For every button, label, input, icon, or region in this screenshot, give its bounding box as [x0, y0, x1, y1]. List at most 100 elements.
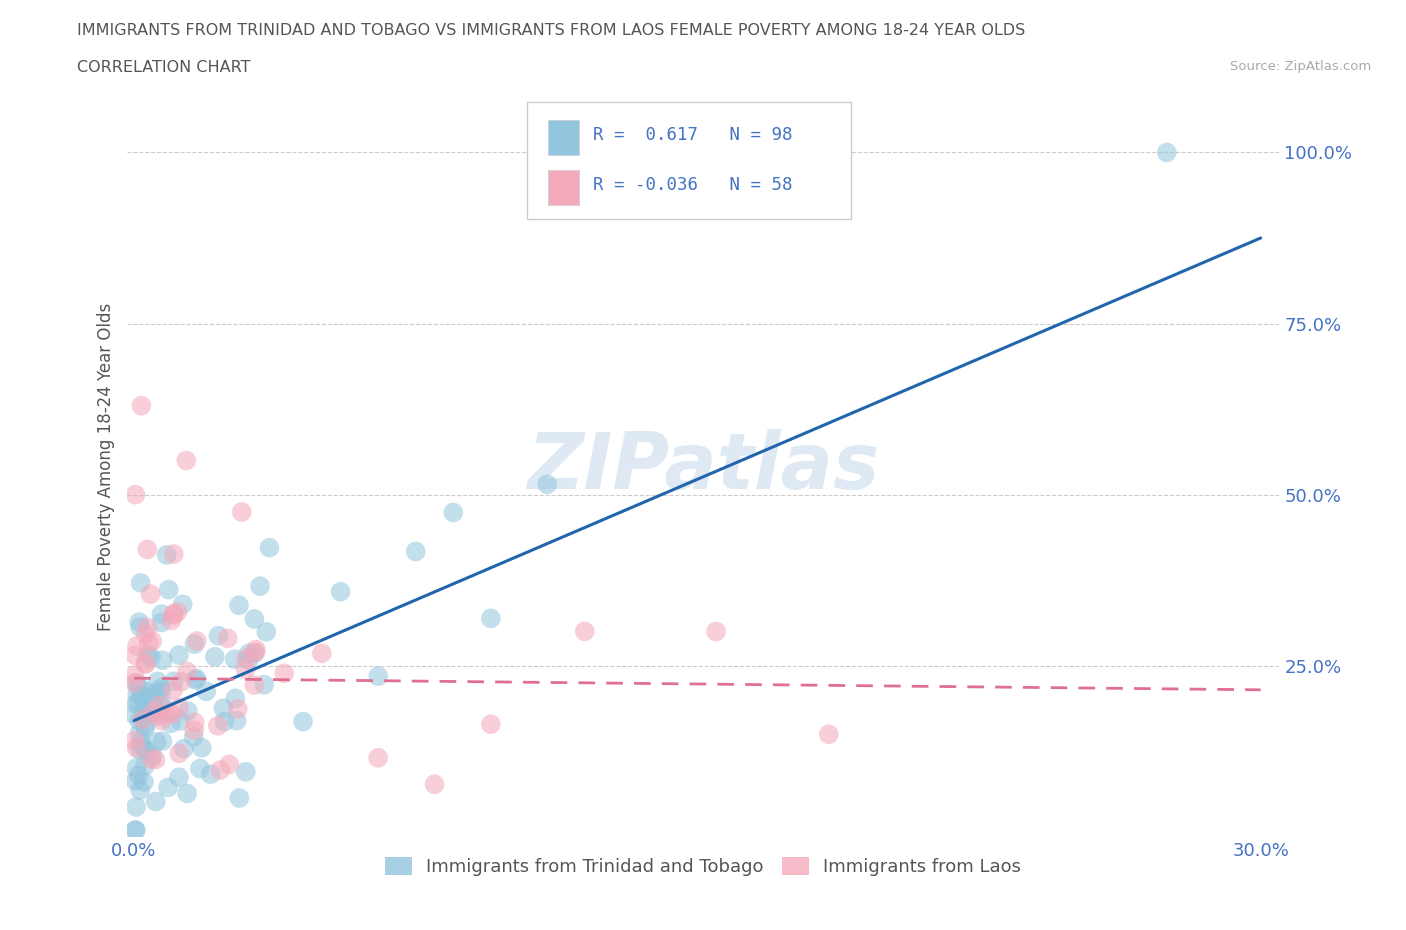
Point [218, 757, 240, 772]
Point [243, 612, 266, 627]
Point [186, 633, 208, 648]
Point [143, 709, 166, 724]
Point [129, 782, 152, 797]
Point [367, 669, 389, 684]
Point [209, 763, 232, 777]
Text: ZIPatlas: ZIPatlas [527, 430, 879, 505]
Point [184, 715, 207, 730]
Point [536, 477, 558, 492]
Point [166, 604, 188, 619]
Point [167, 647, 190, 662]
Point [176, 786, 198, 801]
Point [124, 733, 146, 748]
Point [145, 794, 167, 809]
Text: R = -0.036   N = 58: R = -0.036 N = 58 [593, 176, 793, 194]
Point [125, 761, 148, 776]
Point [132, 775, 155, 790]
Point [152, 734, 174, 749]
Point [128, 768, 150, 783]
Point [238, 653, 260, 668]
Point [132, 712, 155, 727]
Point [249, 578, 271, 593]
Point [128, 615, 150, 630]
Point [139, 587, 162, 602]
Point [150, 684, 173, 698]
Point [173, 741, 195, 756]
Text: IMMIGRANTS FROM TRINIDAD AND TOBAGO VS IMMIGRANTS FROM LAOS FEMALE POVERTY AMONG: IMMIGRANTS FROM TRINIDAD AND TOBAGO VS I… [77, 23, 1025, 38]
Point [704, 624, 727, 639]
Point [124, 648, 146, 663]
Point [183, 637, 205, 652]
Point [195, 684, 218, 698]
Point [127, 687, 149, 702]
Point [139, 649, 162, 664]
Point [141, 633, 163, 648]
Point [128, 725, 150, 740]
Point [150, 709, 173, 724]
Point [132, 706, 155, 721]
Point [226, 701, 249, 716]
Point [129, 688, 152, 703]
Point [259, 540, 281, 555]
Point [162, 606, 184, 621]
Point [145, 735, 167, 750]
Point [134, 720, 156, 735]
Point [176, 664, 198, 679]
Point [207, 629, 229, 644]
Point [142, 691, 165, 706]
Point [441, 505, 464, 520]
Point [136, 647, 159, 662]
Point [367, 751, 389, 765]
Point [273, 666, 295, 681]
Point [167, 746, 190, 761]
Point [160, 716, 183, 731]
Point [125, 639, 148, 654]
Point [134, 657, 156, 671]
Point [150, 680, 173, 695]
Point [129, 735, 152, 750]
Point [217, 631, 239, 645]
Point [163, 547, 186, 562]
Point [146, 705, 169, 720]
Point [174, 453, 197, 468]
Point [160, 613, 183, 628]
Point [167, 700, 190, 715]
Point [405, 544, 427, 559]
Point [143, 704, 166, 719]
Point [235, 764, 257, 779]
Point [163, 607, 186, 622]
Point [125, 823, 148, 838]
Text: R =  0.617   N = 98: R = 0.617 N = 98 [593, 126, 793, 144]
Point [157, 706, 180, 721]
Point [225, 713, 247, 728]
Point [231, 505, 253, 520]
Point [125, 800, 148, 815]
Point [128, 680, 150, 695]
Point [479, 717, 502, 732]
Point [135, 743, 157, 758]
Point [183, 729, 205, 744]
Point [141, 749, 163, 764]
Point [128, 713, 150, 728]
Point [124, 675, 146, 690]
Point [235, 662, 257, 677]
Point [150, 701, 173, 716]
Point [136, 620, 159, 635]
Point [200, 766, 222, 781]
Point [129, 619, 152, 634]
Point [170, 674, 193, 689]
Point [254, 624, 277, 639]
Point [311, 645, 333, 660]
Point [157, 780, 180, 795]
Point [150, 713, 173, 728]
Point [124, 697, 146, 711]
Point [253, 677, 276, 692]
Point [169, 713, 191, 728]
Point [238, 646, 260, 661]
Point [132, 740, 155, 755]
Point [228, 790, 250, 805]
Y-axis label: Female Poverty Among 18-24 Year Olds: Female Poverty Among 18-24 Year Olds [97, 303, 115, 631]
Point [157, 582, 180, 597]
Point [207, 718, 229, 733]
Point [204, 649, 226, 664]
